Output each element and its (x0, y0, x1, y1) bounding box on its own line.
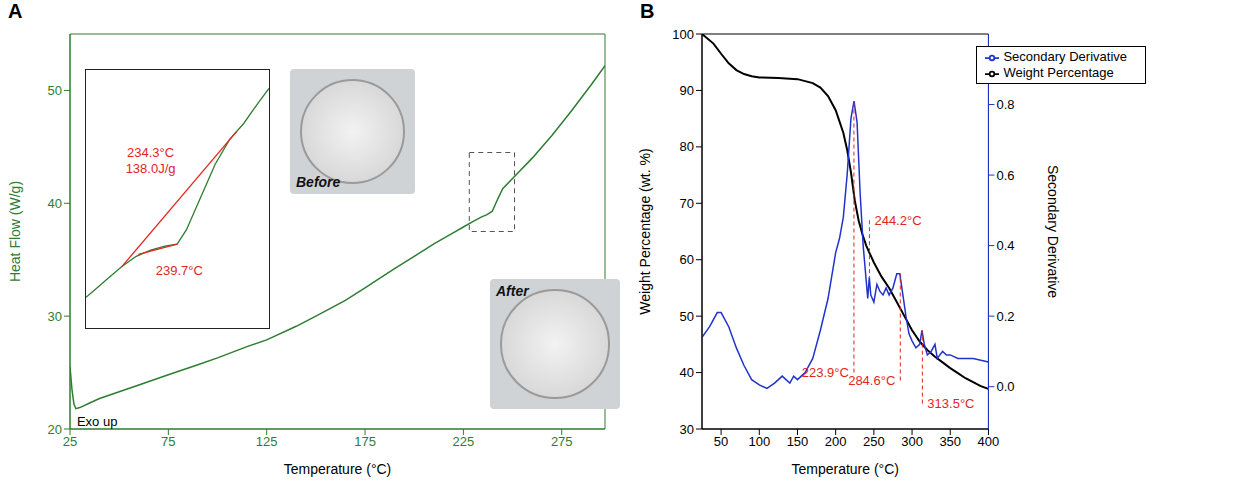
svg-text:50: 50 (714, 434, 728, 449)
svg-text:Temperature (°C): Temperature (°C) (284, 461, 392, 477)
svg-text:60: 60 (680, 252, 694, 267)
svg-text:200: 200 (825, 434, 847, 449)
svg-text:313.5°C: 313.5°C (927, 396, 974, 411)
html-text:Before: Before (296, 174, 341, 190)
svg-text:75: 75 (161, 434, 175, 449)
svg-text:30: 30 (48, 309, 62, 324)
svg-text:Secondary Derivative: Secondary Derivative (1045, 165, 1061, 298)
svg-text:175: 175 (354, 434, 376, 449)
svg-text:80: 80 (680, 139, 694, 154)
svg-text:25: 25 (63, 434, 77, 449)
svg-text:30: 30 (680, 422, 694, 437)
svg-text:20: 20 (48, 422, 62, 437)
svg-text:50: 50 (48, 83, 62, 98)
html-text:After: After (496, 283, 529, 299)
svg-text:125: 125 (256, 434, 278, 449)
svg-text:0.0: 0.0 (996, 379, 1014, 394)
svg-text:150: 150 (787, 434, 809, 449)
svg-text:284.6°C: 284.6°C (848, 373, 895, 388)
svg-text:100: 100 (748, 434, 770, 449)
svg-text:90: 90 (680, 83, 694, 98)
svg-text:0.4: 0.4 (996, 238, 1014, 253)
html-text:A: A (8, 0, 23, 22)
svg-text:223.9°C: 223.9°C (802, 365, 849, 380)
svg-text:234.3°C: 234.3°C (127, 145, 174, 160)
html-text:B: B (640, 0, 655, 22)
svg-text:0.8: 0.8 (996, 97, 1014, 112)
svg-text:50: 50 (680, 309, 694, 324)
svg-text:40: 40 (48, 196, 62, 211)
svg-text:Heat Flow (W/g): Heat Flow (W/g) (7, 181, 23, 282)
svg-text:225: 225 (453, 434, 475, 449)
html-text:Secondary Derivative: Secondary Derivative (1003, 49, 1127, 64)
svg-text:400: 400 (978, 434, 1000, 449)
html-text:Weight Percentage: Weight Percentage (1003, 65, 1114, 80)
svg-text:100: 100 (672, 27, 694, 42)
svg-text:300: 300 (901, 434, 923, 449)
svg-text:Weight Percentage (wt. %): Weight Percentage (wt. %) (637, 148, 653, 314)
svg-text:244.2°C: 244.2°C (874, 213, 921, 228)
svg-text:0.2: 0.2 (996, 309, 1014, 324)
svg-text:250: 250 (863, 434, 885, 449)
svg-text:70: 70 (680, 196, 694, 211)
svg-text:Exo up: Exo up (77, 414, 117, 429)
svg-text:350: 350 (939, 434, 961, 449)
svg-text:Temperature (°C): Temperature (°C) (791, 461, 899, 477)
svg-text:239.7°C: 239.7°C (156, 263, 203, 278)
svg-text:138.0J/g: 138.0J/g (126, 161, 176, 176)
svg-text:275: 275 (551, 434, 573, 449)
svg-text:40: 40 (680, 365, 694, 380)
svg-text:0.6: 0.6 (996, 168, 1014, 183)
